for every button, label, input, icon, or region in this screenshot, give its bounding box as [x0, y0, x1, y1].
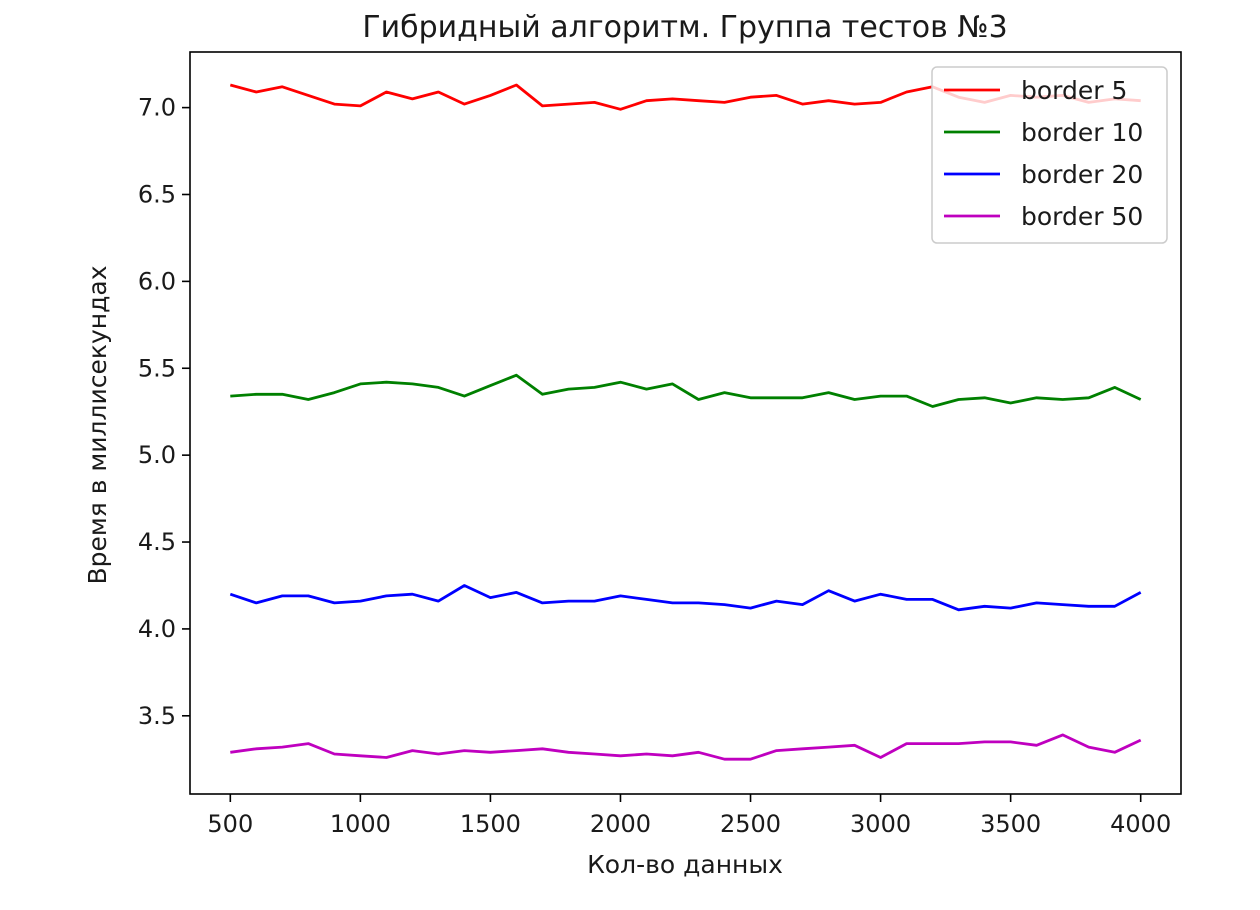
x-tick-label: 500: [207, 810, 253, 838]
legend-box: [931, 66, 1168, 244]
legend-label: border 50: [1021, 202, 1143, 231]
x-axis: 500 1000 1500 2000 2500 3000 3500 4000: [207, 794, 1171, 838]
y-axis-label: Время в миллисекундах: [83, 265, 112, 584]
y-tick-label: 4.0: [138, 615, 176, 643]
x-tick-label: 2000: [590, 810, 651, 838]
x-axis-label: Кол-во данных: [587, 850, 783, 879]
legend: border 5 border 10 border 20 border 50: [931, 66, 1168, 244]
series-line-border-50: [230, 733, 1142, 761]
x-tick-label: 1500: [460, 810, 521, 838]
x-tick-label: 3500: [980, 810, 1041, 838]
y-tick-label: 4.5: [138, 528, 176, 556]
y-tick-label: 6.0: [138, 267, 176, 295]
x-tick-label: 1000: [330, 810, 391, 838]
legend-label: border 10: [1021, 118, 1143, 147]
legend-entries: border 5 border 10 border 20 border 50: [944, 76, 1143, 231]
chart-title: Гибридный алгоритм. Группа тестов №3: [362, 10, 1007, 45]
x-tick-label: 3000: [850, 810, 911, 838]
plot-frame: [189, 51, 1182, 795]
x-tick-label: 2500: [720, 810, 781, 838]
legend-label: border 20: [1021, 160, 1143, 189]
x-tick-label: 4000: [1110, 810, 1171, 838]
y-tick-label: 6.5: [138, 180, 176, 208]
series-line-border-10: [230, 373, 1142, 408]
y-tick-label: 5.0: [138, 441, 176, 469]
y-tick-label: 7.0: [138, 94, 176, 122]
y-tick-label: 5.5: [138, 354, 176, 382]
y-tick-label: 3.5: [138, 702, 176, 730]
series-line-border-20: [229, 584, 1142, 612]
legend-label: border 5: [1021, 76, 1127, 105]
y-axis: 3.5 4.0 4.5 5.0 5.5 6.0 6.5 7.0: [138, 94, 190, 730]
